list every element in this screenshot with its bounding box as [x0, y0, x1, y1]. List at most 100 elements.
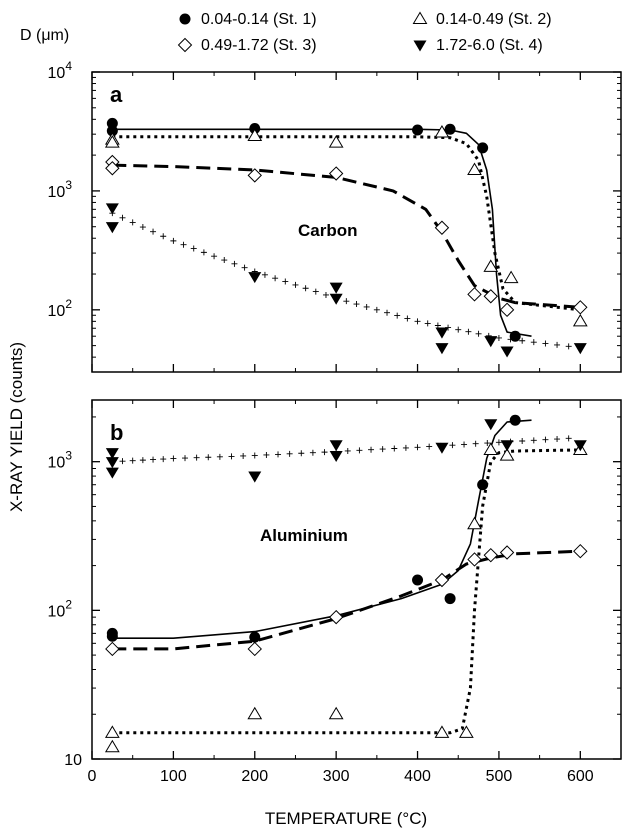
fit-cross — [263, 451, 270, 458]
fit-curve-dashed — [112, 163, 581, 309]
fit-cross — [302, 285, 309, 292]
data-point — [483, 259, 499, 272]
data-point — [484, 419, 498, 431]
fit-cross — [150, 456, 157, 463]
y-tick-label: 103 — [48, 178, 73, 201]
fit-cross — [424, 320, 431, 327]
data-point — [509, 414, 521, 426]
x-tick-label: 300 — [323, 768, 350, 785]
data-point — [500, 346, 514, 358]
fit-cross — [170, 237, 177, 244]
fit-cross — [150, 228, 157, 235]
panel-annotation: Carbon — [298, 221, 358, 240]
y-tick-label: 10 — [64, 752, 82, 769]
legend-marker — [413, 40, 427, 52]
data-point — [249, 631, 261, 643]
fit-curve-dotted — [112, 448, 581, 735]
data-point — [106, 125, 118, 137]
data-point — [467, 552, 482, 567]
series-points — [104, 442, 588, 753]
y-tick-label: 102 — [48, 597, 73, 620]
fit-cross — [472, 440, 479, 447]
y-tick-base: 10 — [48, 184, 66, 201]
fit-cross — [565, 343, 572, 350]
fit-cross — [272, 275, 279, 282]
fit-cross — [139, 457, 146, 464]
fit-cross — [373, 306, 380, 313]
legend-entry: 0.04-0.14 (St. 1) — [179, 11, 317, 28]
fit-cross — [414, 318, 421, 325]
data-point — [573, 343, 587, 355]
data-point — [503, 270, 519, 284]
fit-cross — [119, 458, 126, 465]
fit-cross — [312, 288, 319, 295]
data-point — [573, 300, 588, 315]
fit-cross — [461, 441, 468, 448]
legend-title: D (μm) — [20, 27, 69, 44]
x-axis-label: TEMPERATURE (°C) — [265, 809, 427, 828]
fit-cross — [298, 450, 305, 457]
fit-cross — [379, 446, 386, 453]
y-tick-exponent: 2 — [65, 597, 72, 611]
data-point — [458, 725, 474, 738]
fit-cross — [554, 436, 561, 443]
fit-cross — [228, 453, 235, 460]
data-point — [467, 162, 482, 176]
fit-cross — [495, 334, 502, 341]
fit-cross — [119, 214, 126, 221]
x-tick-label: 600 — [567, 768, 594, 785]
data-point — [477, 479, 489, 491]
legend-label: 0.14-0.49 (St. 2) — [436, 11, 552, 28]
fit-cross — [322, 291, 329, 298]
data-point — [412, 574, 424, 586]
fit-curves — [109, 419, 581, 735]
y-tick-base: 10 — [48, 455, 66, 472]
data-point — [499, 448, 515, 461]
legend-marker — [179, 13, 191, 25]
fit-cross — [449, 442, 456, 449]
panel-annotation: Aluminium — [260, 526, 348, 545]
fit-cross — [356, 447, 363, 454]
fit-cross — [542, 436, 549, 443]
plot-frame — [91, 399, 622, 760]
fit-cross — [139, 224, 146, 231]
plot-frame — [91, 71, 622, 373]
data-point — [105, 641, 120, 657]
x-axis — [91, 72, 581, 372]
y-tick-label: 102 — [48, 297, 73, 320]
fit-cross — [205, 454, 212, 461]
y-tick-base: 10 — [48, 65, 66, 82]
data-points — [104, 414, 588, 753]
fit-cross — [455, 326, 462, 333]
legend: D (μm) 0.04-0.14 (St. 1) 0.14-0.49 (St. 2… — [20, 11, 552, 54]
data-point — [105, 222, 119, 234]
fit-cross — [129, 219, 136, 226]
y-tick-label: 104 — [48, 59, 73, 82]
y-tick-base: 10 — [48, 603, 66, 620]
data-point — [483, 442, 499, 455]
legend-entry: 1.72-6.0 (St. 4) — [413, 37, 543, 54]
x-tick-label: 0 — [88, 768, 97, 785]
fit-cross — [542, 340, 549, 347]
data-point — [329, 450, 343, 463]
fit-cross — [309, 449, 316, 456]
series-points — [106, 414, 521, 643]
y-axis-label: X-RAY YIELD (counts) — [7, 342, 26, 512]
legend-label: 1.72-6.0 (St. 4) — [436, 37, 543, 54]
fit-cross — [200, 249, 207, 256]
legend-entry: 0.14-0.49 (St. 2) — [412, 11, 552, 28]
y-tick-exponent: 4 — [65, 59, 72, 73]
y-tick-exponent: 2 — [65, 297, 72, 311]
fit-cross — [530, 437, 537, 444]
fit-cross — [434, 322, 441, 329]
data-point — [477, 142, 489, 154]
fit-cross — [565, 435, 572, 442]
fit-cross — [221, 257, 228, 264]
legend-label: 0.49-1.72 (St. 3) — [201, 37, 317, 54]
fit-cross — [216, 453, 223, 460]
data-point — [247, 706, 263, 720]
series-points — [105, 154, 588, 318]
